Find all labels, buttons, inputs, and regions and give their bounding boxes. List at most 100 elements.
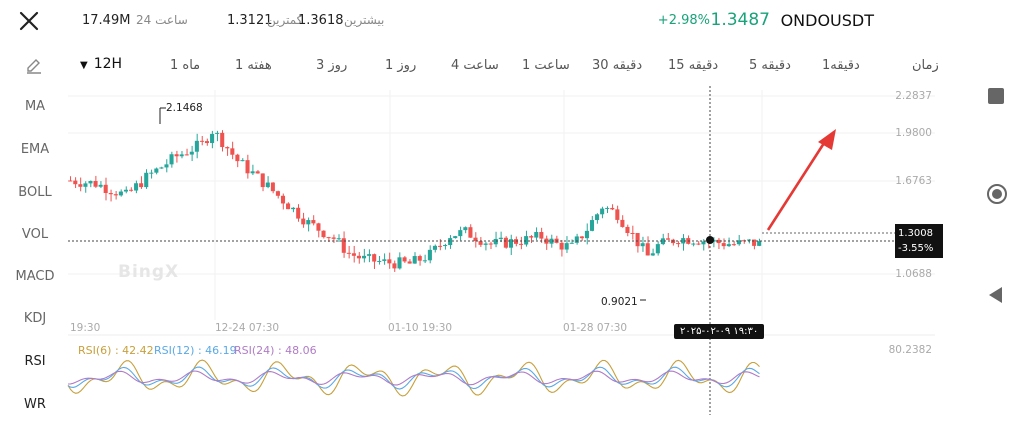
candle-body <box>736 240 741 245</box>
period-low-label: 0.9021 <box>601 296 638 308</box>
candle-body <box>417 256 422 261</box>
candle-body <box>437 245 443 247</box>
rsi6-legend: RSI(6) : 42.42 <box>78 344 154 357</box>
candle-body <box>245 160 250 174</box>
candle-body <box>280 195 286 204</box>
candle-body <box>174 154 179 157</box>
rsi-axis-top: 80.2382 <box>888 344 932 356</box>
high-label: بیشترین <box>344 13 385 27</box>
tab-5m[interactable]: 5 دقیقه <box>749 58 791 73</box>
candle-body <box>83 183 88 187</box>
candle-body <box>731 244 736 246</box>
indicator-macd[interactable]: MACD <box>15 269 55 284</box>
tab-1w[interactable]: 1 هفته <box>235 58 272 73</box>
candle-body <box>655 244 660 254</box>
price-tick: 1.0688 <box>895 268 932 280</box>
indicator-kdj[interactable]: KDJ <box>23 311 47 326</box>
pencil-icon[interactable] <box>24 56 44 76</box>
candle-body <box>88 181 93 184</box>
candle-body <box>524 236 529 245</box>
candle-body <box>453 236 458 239</box>
indicator-boll[interactable]: BOLL <box>18 185 52 200</box>
rsi24-legend: RSI(24) : 48.06 <box>234 344 317 357</box>
volume-24h-label: 24 ساعت <box>136 13 188 27</box>
candle-body <box>625 226 630 233</box>
candle-body <box>595 214 600 221</box>
candle-body <box>306 220 311 225</box>
indicator-ma[interactable]: MA <box>24 99 46 114</box>
candle-body <box>128 189 134 191</box>
candle-body <box>270 182 275 192</box>
tab-30m[interactable]: 30 دقیقه <box>592 58 643 73</box>
volume-24h-value: 17.49M <box>82 13 131 28</box>
crosshair-dot <box>706 236 714 244</box>
candle-body <box>118 191 123 196</box>
home-circle-icon[interactable] <box>986 183 1008 205</box>
candle-body <box>199 140 204 142</box>
candle-body <box>600 208 605 215</box>
last-price: 1.3487 <box>710 10 770 30</box>
candle-body <box>508 239 513 248</box>
candle-body <box>564 243 569 250</box>
candle-body <box>569 242 574 244</box>
close-icon[interactable] <box>14 6 44 36</box>
pair-name[interactable]: ONDOUSDT <box>780 11 874 30</box>
chart-grid <box>68 90 935 336</box>
candle-body <box>757 241 762 246</box>
candle-body <box>225 147 230 149</box>
tab-3d[interactable]: 3 روز <box>316 58 348 73</box>
candle-body <box>397 257 402 269</box>
candle-body <box>286 203 291 210</box>
candle-body <box>534 232 539 238</box>
tab-15m[interactable]: 15 دقیقه <box>668 58 719 73</box>
timeframe-dropdown[interactable]: ▼ 12H <box>80 56 123 72</box>
candle-body <box>372 254 377 262</box>
high-value: 1.3618 <box>298 13 344 28</box>
candle-body <box>235 154 240 162</box>
indicator-vol[interactable]: VOL <box>21 227 49 242</box>
candle-body <box>519 243 524 245</box>
tab-1d[interactable]: 1 روز <box>385 58 417 73</box>
candle-body <box>488 243 493 245</box>
candle-body <box>134 183 139 191</box>
tab-4h[interactable]: 4 ساعت <box>451 58 499 73</box>
back-triangle-icon[interactable] <box>986 285 1006 305</box>
tab-1h[interactable]: 1 ساعت <box>522 58 570 73</box>
tab-1mo[interactable]: 1 ماه <box>170 58 201 73</box>
candle-body <box>139 183 144 188</box>
date-tick: 01-10 19:30 <box>388 322 453 334</box>
candle-body <box>493 238 498 245</box>
candle-body <box>68 180 73 182</box>
candle-body <box>513 239 519 244</box>
tab-1m[interactable]: 1دقیقه <box>822 58 860 73</box>
candle-body <box>113 194 118 196</box>
candle-body <box>78 184 83 187</box>
candle-body <box>610 207 615 210</box>
candle-body <box>169 154 174 165</box>
indicator-ema[interactable]: EMA <box>20 142 50 157</box>
square-icon[interactable] <box>986 86 1006 106</box>
sub-indicator-rsi[interactable]: RSI <box>24 354 46 369</box>
candle-body <box>463 227 468 231</box>
candle-body <box>432 245 437 250</box>
candle-body <box>382 259 387 261</box>
price-tick: 1.6763 <box>895 175 932 187</box>
price-tick: 1.9800 <box>895 127 932 139</box>
header-bar: 17.49M 24 ساعت 1.3121 کمترین 1.3618 بیشت… <box>0 0 960 42</box>
candle-body <box>645 243 650 256</box>
candle-body <box>660 238 665 245</box>
candle-body <box>326 237 331 239</box>
candle-body <box>336 238 341 240</box>
candle-body <box>503 237 508 248</box>
tab-time[interactable]: زمان <box>912 58 939 73</box>
candle-body <box>392 263 397 269</box>
candle-body <box>255 171 260 174</box>
candle-body <box>321 230 326 238</box>
chevron-down-icon: ▼ <box>80 60 88 71</box>
sub-indicator-wr[interactable]: WR <box>24 397 46 412</box>
rsi12-line <box>67 366 760 390</box>
candle-body <box>154 168 159 173</box>
candles <box>68 130 762 272</box>
candle-body <box>584 230 589 239</box>
